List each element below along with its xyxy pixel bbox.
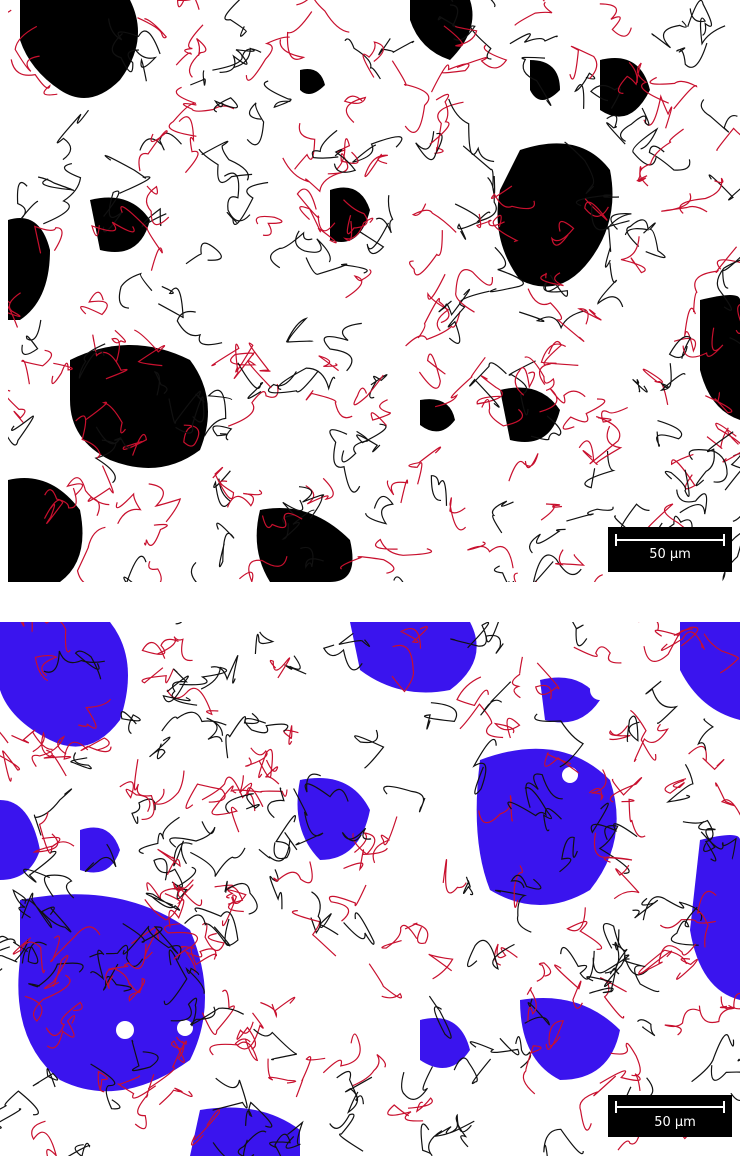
- page: 50 µm 50 µm (() => { const dat: [0, 0, 740, 1156]
- grain-boundary: [176, 593, 205, 623]
- scale-bar-label: 50 µm: [649, 547, 691, 562]
- micrograph-binary: 50 µm: [0, 0, 740, 609]
- micrograph-figure: 50 µm 50 µm: [0, 0, 740, 1156]
- micrograph-phase-map: 50 µm: [0, 586, 740, 1156]
- scale-bar-label: 50 µm: [654, 1115, 696, 1130]
